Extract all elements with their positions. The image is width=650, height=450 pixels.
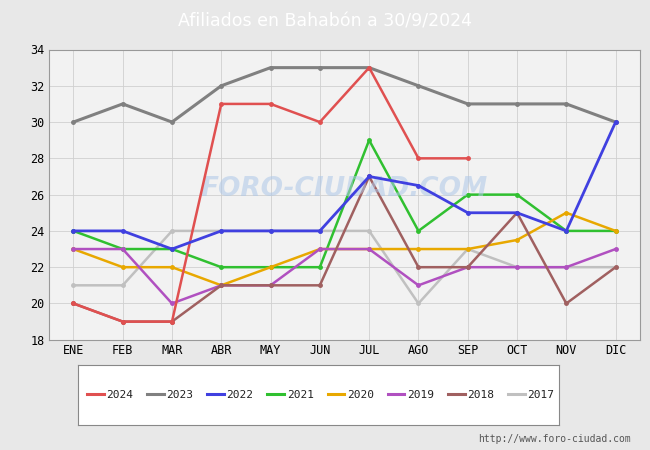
Text: 2018: 2018 bbox=[467, 390, 494, 400]
Text: http://www.foro-ciudad.com: http://www.foro-ciudad.com bbox=[478, 434, 630, 444]
Text: FORO-CIUDAD.COM: FORO-CIUDAD.COM bbox=[201, 176, 488, 202]
Text: 2022: 2022 bbox=[226, 390, 254, 400]
Text: Afiliados en Bahabón a 30/9/2024: Afiliados en Bahabón a 30/9/2024 bbox=[178, 12, 472, 31]
Text: 2021: 2021 bbox=[287, 390, 314, 400]
Text: 2019: 2019 bbox=[407, 390, 434, 400]
Text: 2020: 2020 bbox=[346, 390, 374, 400]
Text: 2017: 2017 bbox=[527, 390, 554, 400]
Text: 2024: 2024 bbox=[106, 390, 133, 400]
Text: 2023: 2023 bbox=[166, 390, 194, 400]
